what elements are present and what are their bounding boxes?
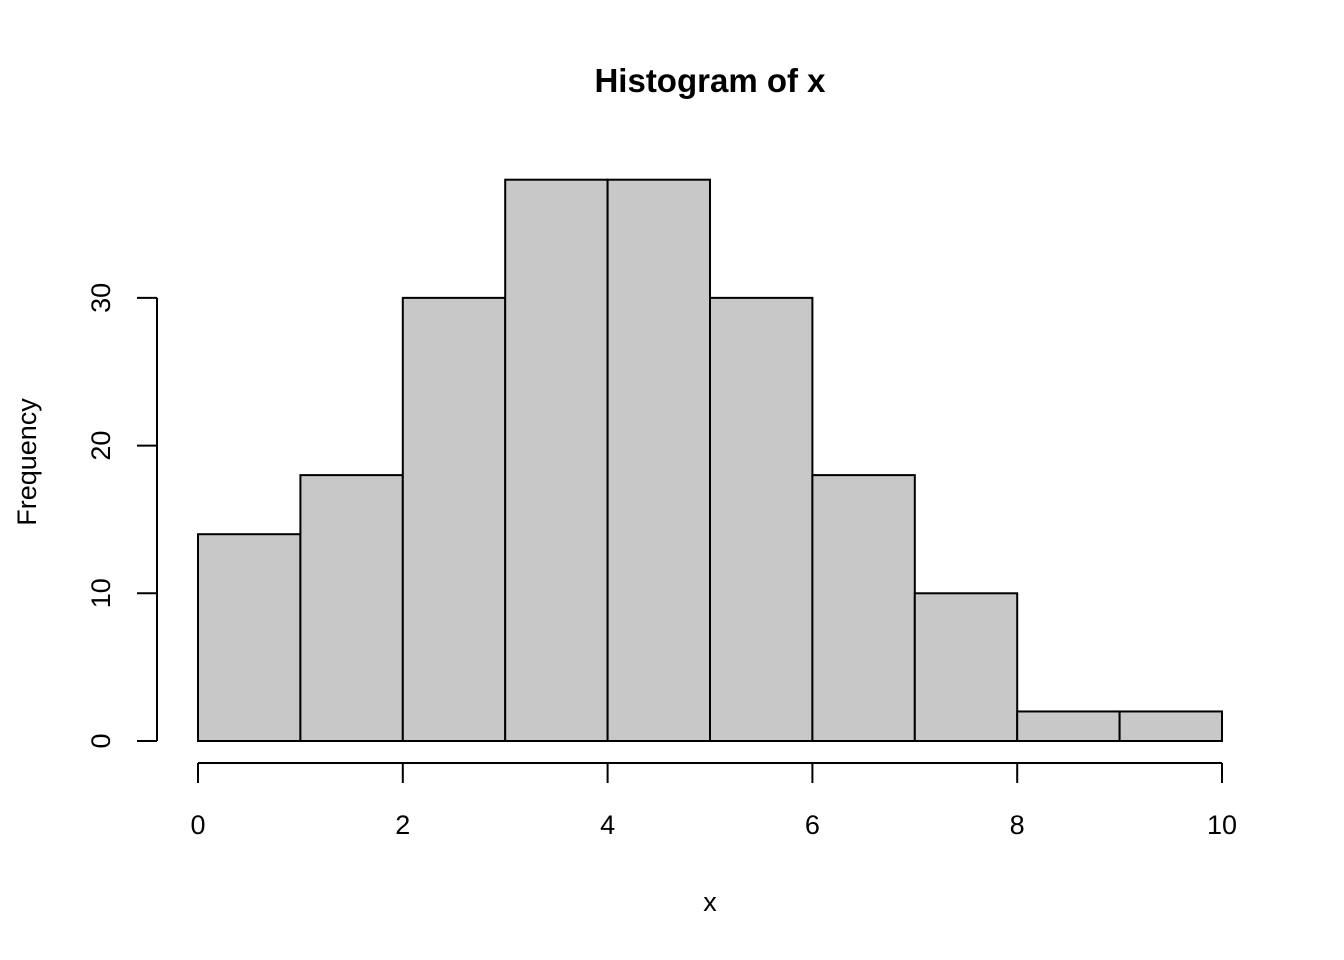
bar [606,178,711,742]
y-tick-label: 20 [86,431,116,461]
y-axis-label: Frequency [12,398,42,526]
y-tick-label: 0 [86,733,116,748]
bar [1016,710,1121,742]
bar [401,296,507,742]
x-tick-label: 10 [1207,810,1237,840]
x-tick-label: 8 [1010,810,1025,840]
x-tick-label: 0 [190,810,205,840]
x-tick-label: 6 [805,810,820,840]
bar [913,592,1019,743]
bar [811,474,916,742]
bar [299,474,404,742]
chart-title: Histogram of x [594,62,826,99]
bar [709,296,814,742]
x-tick-label: 4 [600,810,615,840]
y-tick-label: 30 [86,283,116,313]
bar [504,178,609,742]
bar [1118,710,1223,742]
x-axis-label: x [703,887,717,917]
bar [197,533,302,742]
y-tick-label: 10 [86,578,116,608]
x-tick-label: 2 [395,810,410,840]
